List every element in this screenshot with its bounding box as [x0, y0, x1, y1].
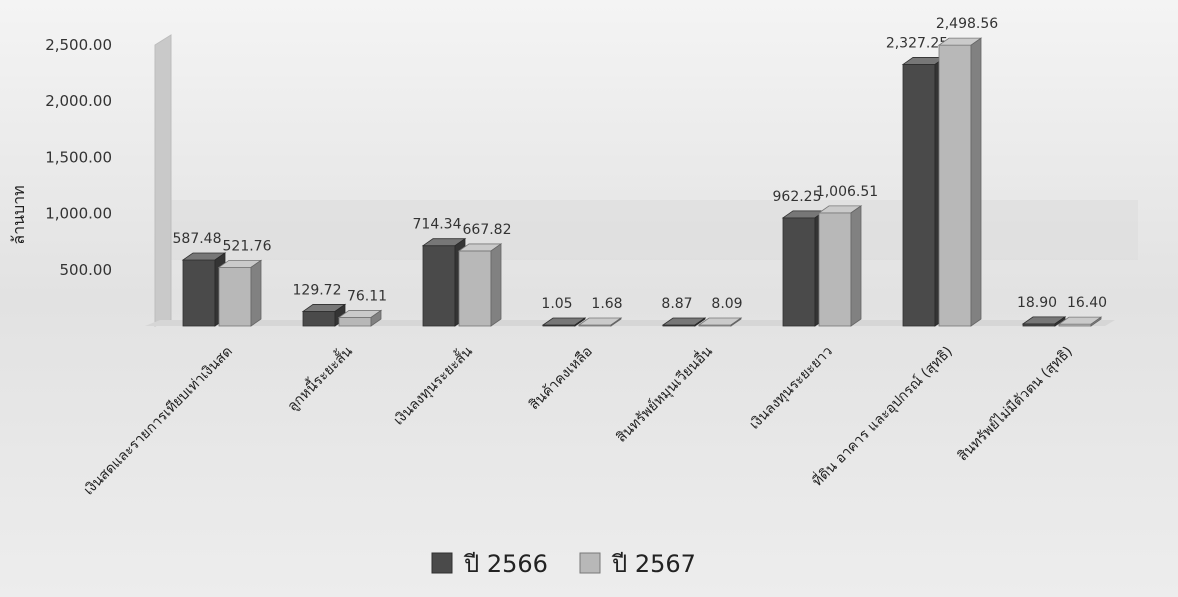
bar-side — [1054, 316, 1066, 327]
bar-front — [182, 259, 216, 327]
chart-floor — [145, 320, 1115, 326]
bar-2 — [337, 309, 383, 327]
data-label: 1.05 — [541, 296, 572, 312]
data-label: 18.90 — [1017, 295, 1057, 311]
data-label: 16.40 — [1067, 295, 1107, 311]
bar-front — [338, 317, 372, 327]
bar-2 — [457, 243, 503, 327]
legend-swatch — [431, 552, 453, 574]
data-label: 962.25 — [773, 189, 822, 205]
data-label: 587.48 — [173, 231, 222, 247]
bar-front — [302, 311, 336, 327]
data-label: 1.68 — [591, 296, 622, 312]
bar-1 — [301, 303, 347, 327]
data-label: 1,006.51 — [816, 184, 878, 200]
bar-front — [422, 245, 456, 327]
bar-front — [938, 44, 972, 327]
legend-label: ปี 2567 — [611, 550, 696, 578]
bar-side — [1090, 316, 1102, 327]
bar-side — [730, 317, 742, 327]
bar-front — [782, 217, 816, 327]
data-label: 76.11 — [347, 288, 387, 304]
legend: ปี 2566 ปี 2567 — [431, 550, 696, 578]
y-tick-label: 1,500.00 — [45, 148, 112, 166]
background-band — [160, 200, 1138, 260]
data-label: 129.72 — [293, 282, 342, 298]
bar-front — [902, 64, 936, 327]
bar-side — [574, 317, 586, 327]
bar-front — [218, 266, 252, 327]
data-label: 714.34 — [413, 217, 462, 233]
y-tick-label: 2,000.00 — [45, 92, 112, 110]
y-axis-wall — [154, 34, 172, 327]
bar-2 — [577, 317, 623, 327]
bar-2 — [1057, 316, 1103, 327]
y-tick-label: 2,500.00 — [45, 36, 112, 54]
bar-2 — [817, 205, 863, 327]
bar-2 — [217, 259, 263, 327]
bar-2 — [697, 317, 743, 327]
data-label: 8.87 — [661, 296, 692, 312]
bar-1 — [661, 317, 707, 327]
bar-1 — [541, 317, 587, 327]
bar-front — [818, 212, 852, 327]
bar-side — [370, 309, 382, 327]
data-label: 2,327.25 — [886, 35, 948, 51]
legend-swatch — [579, 552, 601, 574]
bar-side — [694, 317, 706, 327]
bar-front — [458, 250, 492, 327]
y-tick-label: 500.00 — [60, 261, 113, 279]
y-tick-label: 1,000.00 — [45, 205, 112, 223]
bar-1 — [1021, 316, 1067, 327]
bar-side — [490, 243, 502, 327]
bar-side — [970, 37, 982, 327]
data-label: 667.82 — [463, 222, 512, 238]
bar-side — [850, 205, 862, 327]
data-label: 2,498.56 — [936, 16, 998, 32]
data-label: 521.76 — [223, 238, 272, 254]
bar-side — [250, 259, 262, 327]
legend-label: ปี 2566 — [463, 550, 548, 578]
data-label: 8.09 — [711, 296, 742, 312]
y-axis-title: ล้านบาท — [9, 185, 28, 244]
bar-2 — [937, 37, 983, 327]
bar-side — [610, 317, 622, 327]
